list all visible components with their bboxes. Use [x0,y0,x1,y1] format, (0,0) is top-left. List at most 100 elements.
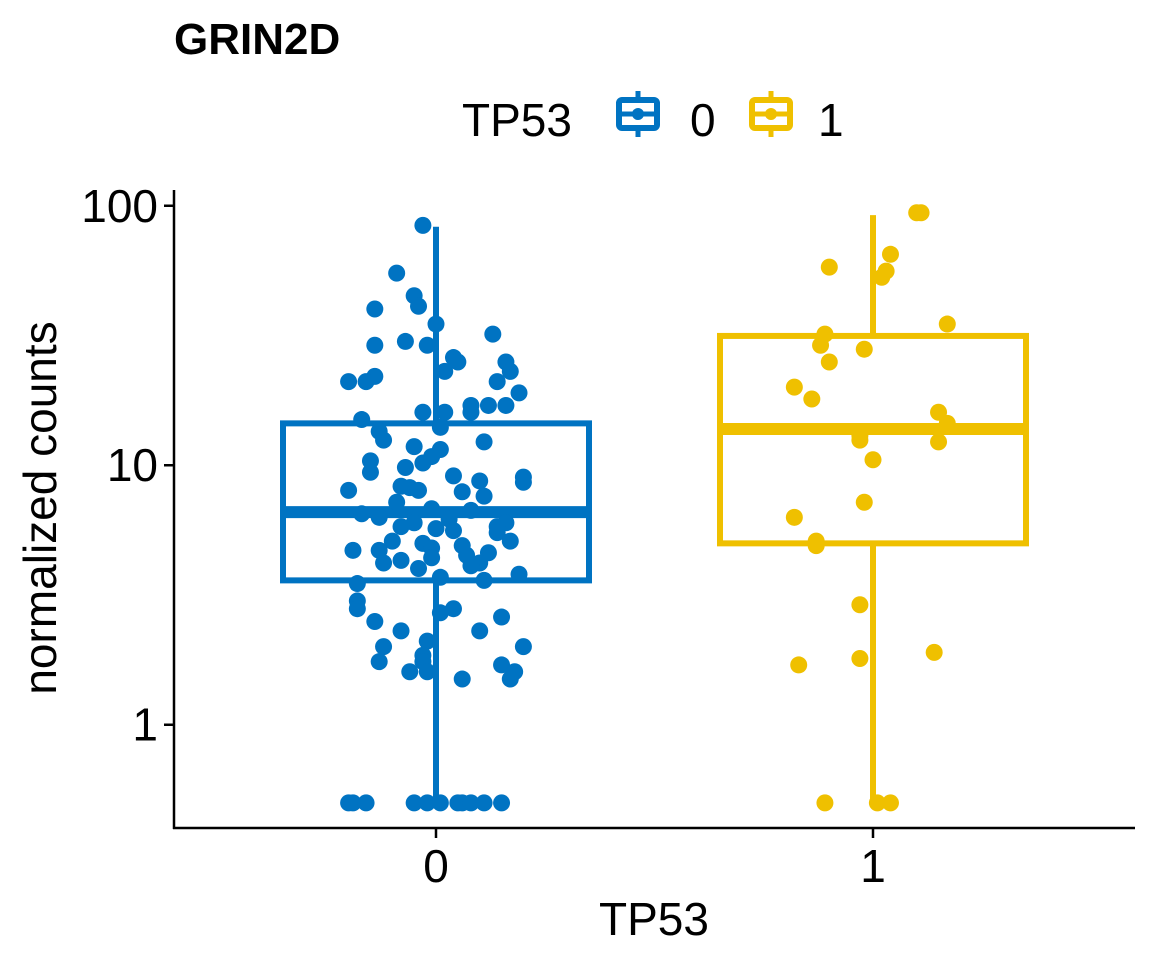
point-0-6 [484,325,502,343]
legend-label-0: 0 [690,94,716,146]
point-0-40 [471,472,489,490]
point-0-93 [370,653,388,671]
y-tick-label-0: 1 [132,699,158,751]
point-0-13 [436,362,454,380]
legend-title: TP53 [462,94,572,146]
point-0-3 [410,297,428,315]
point-0-108 [462,794,480,812]
legend: TP53 0 1 [462,91,844,146]
point-0-11 [449,353,467,371]
point-1-23 [851,596,869,614]
point-0-75 [410,560,428,578]
y-axis-ticks: 1 10 100 [81,180,174,751]
x-axis-title: TP53 [599,893,709,945]
point-0-22 [497,396,515,414]
point-0-46 [453,483,471,501]
point-0-7 [396,332,414,350]
point-0-24 [436,403,454,421]
point-0-47 [475,487,493,505]
point-0-36 [396,459,414,477]
point-1-28 [868,794,886,812]
y-tick-label-2: 100 [81,180,158,232]
point-0-86 [471,622,489,640]
point-0-54 [405,514,423,532]
point-0-99 [501,670,519,688]
point-0-18 [488,373,506,391]
point-0-82 [444,600,462,618]
point-0-71 [392,551,410,569]
point-0-44 [410,481,428,499]
point-0-62 [383,532,401,550]
point-0-4 [366,300,384,318]
point-0-98 [453,670,471,688]
point-1-9 [855,340,873,358]
point-0-61 [501,532,519,550]
point-0-94 [493,656,511,674]
point-0-77 [431,568,449,586]
point-0-97 [418,663,436,681]
point-0-72 [375,554,393,572]
point-0-37 [361,463,379,481]
point-1-16 [851,431,869,449]
y-axis-title: normalized counts [14,321,66,694]
point-0-87 [392,622,410,640]
chart-title: GRIN2D [174,15,340,64]
point-0-81 [348,600,366,618]
point-1-2 [881,245,899,263]
point-0-109 [475,794,493,812]
legend-label-1: 1 [818,94,844,146]
series-1 [717,204,1029,812]
point-0-48 [388,493,406,511]
point-0-1 [388,264,406,282]
point-0-26 [353,411,371,429]
point-0-105 [431,794,449,812]
point-1-6 [938,315,956,333]
point-0-84 [493,608,511,626]
point-0-67 [344,541,362,559]
point-0-110 [493,794,511,812]
point-0-89 [514,638,532,656]
point-1-5 [873,268,891,286]
point-0-8 [418,336,436,354]
point-1-20 [785,508,803,526]
point-1-25 [851,649,869,667]
point-0-76 [510,565,528,583]
y-tick-label-1: 10 [107,439,158,491]
legend-key-point-0 [632,108,644,120]
point-1-24 [925,643,943,661]
point-0-21 [479,396,497,414]
point-0-102 [357,794,375,812]
point-0-23 [414,403,432,421]
point-0-14 [501,362,519,380]
point-0-60 [488,524,506,542]
point-1-12 [803,390,821,408]
point-0-70 [423,549,441,567]
point-0-35 [414,454,432,472]
point-0-27 [431,418,449,436]
plot-area [280,204,1029,812]
x-tick-label-1: 1 [860,840,886,892]
point-0-59 [444,522,462,540]
point-0-90 [375,638,393,656]
point-0-30 [475,433,493,451]
point-0-104 [418,794,436,812]
point-0-29 [375,431,393,449]
point-1-27 [816,794,834,812]
point-0-19 [510,384,528,402]
point-0-17 [357,373,375,391]
point-0-101 [344,794,362,812]
point-0-31 [405,438,423,456]
point-0-74 [462,557,480,575]
point-0-52 [370,508,388,526]
point-0-0 [414,216,432,234]
point-0-50 [462,501,480,519]
point-1-26 [790,656,808,674]
point-1-19 [855,493,873,511]
point-0-96 [401,663,419,681]
point-0-16 [340,373,358,391]
point-0-9 [366,336,384,354]
point-0-56 [392,518,410,536]
point-1-17 [930,433,948,451]
